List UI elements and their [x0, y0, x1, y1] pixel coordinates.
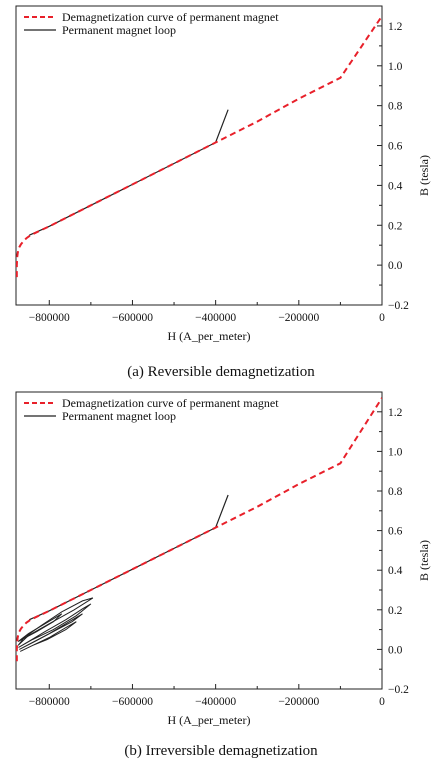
- legend: Demagnetization curve of permanent magne…: [24, 396, 279, 423]
- plot-area: [16, 15, 382, 278]
- y-tick-label: 0.2: [388, 605, 403, 617]
- minor-loop-line: [17, 613, 63, 642]
- legend-label: Permanent magnet loop: [62, 23, 176, 37]
- series-line-demagnetization-curve: [16, 15, 382, 278]
- x-axis-label: H (A_per_meter): [168, 329, 251, 343]
- series-line-demagnetization-curve: [16, 397, 382, 662]
- x-tick-label: −600000: [112, 696, 153, 708]
- legend-label: Demagnetization curve of permanent magne…: [62, 396, 279, 410]
- y-tick-label: −0.2: [388, 684, 409, 696]
- x-tick-label: 0: [379, 312, 385, 324]
- minor-loop-line: [19, 613, 83, 650]
- y-tick-label: 0.0: [388, 260, 403, 272]
- y-axis-label: B (tesla): [417, 155, 431, 196]
- y-tick-label: −0.2: [388, 300, 409, 312]
- y-tick-label: 0.4: [388, 180, 403, 192]
- x-tick-label: −800000: [29, 696, 70, 708]
- y-axis-label: B (tesla): [417, 540, 431, 581]
- x-axis-label: H (A_per_meter): [168, 713, 251, 727]
- figure-caption: (b) Irreversible demagnetization: [124, 743, 318, 759]
- y-tick-label: 1.2: [388, 407, 403, 419]
- y-tick-label: 0.8: [388, 486, 403, 498]
- y-tick-label: 0.2: [388, 220, 403, 232]
- x-tick-label: −400000: [195, 696, 236, 708]
- legend-label: Demagnetization curve of permanent magne…: [62, 10, 279, 24]
- minor-loop-line: [19, 621, 77, 652]
- x-tick-label: −200000: [278, 312, 319, 324]
- x-tick-label: −200000: [278, 696, 319, 708]
- plot-frame: [15, 391, 383, 690]
- series-line-permanent-magnet-loop: [29, 109, 229, 236]
- x-tick-label: 0: [379, 696, 385, 708]
- figure-caption: (a) Reversible demagnetization: [127, 364, 315, 380]
- legend: Demagnetization curve of permanent magne…: [24, 10, 279, 37]
- legend-label: Permanent magnet loop: [62, 409, 176, 423]
- plot-frame: [15, 5, 383, 306]
- y-tick-label: 0.6: [388, 526, 403, 538]
- minor-loop-line: [18, 603, 92, 648]
- y-tick-label: 1.0: [388, 446, 403, 458]
- series-line-permanent-magnet-loop: [29, 494, 229, 621]
- y-tick-label: 1.0: [388, 61, 403, 73]
- x-tick-label: −400000: [195, 312, 236, 324]
- x-tick-label: −600000: [112, 312, 153, 324]
- y-tick-label: 0.0: [388, 644, 403, 656]
- y-tick-label: 0.6: [388, 141, 403, 153]
- y-tick-label: 1.2: [388, 21, 403, 33]
- y-tick-label: 0.4: [388, 565, 403, 577]
- chart-panel-b: −800000 −600000 −400000 −200000 0−0.2 0.0 0.2 0…: [15, 391, 431, 759]
- plot-area: [16, 397, 382, 662]
- x-tick-label: −800000: [29, 312, 70, 324]
- chart-panel-a: −800000 −600000 −400000 −200000 0−0.2 0.0 0.2 0…: [15, 5, 431, 380]
- y-tick-label: 0.8: [388, 101, 403, 113]
